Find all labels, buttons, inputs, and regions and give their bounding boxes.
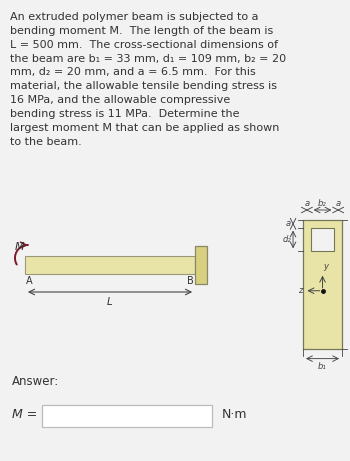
Text: b₁: b₁ (318, 361, 327, 371)
Text: M: M (15, 242, 24, 252)
Bar (303, 220, 342, 349)
Text: y: y (323, 262, 329, 271)
Text: M =: M = (12, 408, 37, 421)
Text: z: z (298, 286, 302, 295)
Text: N·m: N·m (222, 408, 247, 421)
Text: An extruded polymer beam is subjected to a
bending moment M.  The length of the : An extruded polymer beam is subjected to… (10, 12, 286, 147)
Bar (195, 246, 207, 284)
Bar (311, 228, 334, 251)
Text: B: B (187, 276, 194, 286)
Bar (42, 405, 212, 427)
Text: Answer:: Answer: (12, 375, 59, 388)
Text: A: A (26, 276, 33, 286)
Text: a: a (336, 199, 341, 208)
Text: L: L (107, 297, 113, 307)
Text: a: a (286, 219, 291, 228)
Text: a: a (304, 199, 309, 208)
Text: d₂: d₂ (282, 235, 291, 244)
Text: b₂: b₂ (318, 199, 327, 208)
Bar (25, 256, 195, 274)
